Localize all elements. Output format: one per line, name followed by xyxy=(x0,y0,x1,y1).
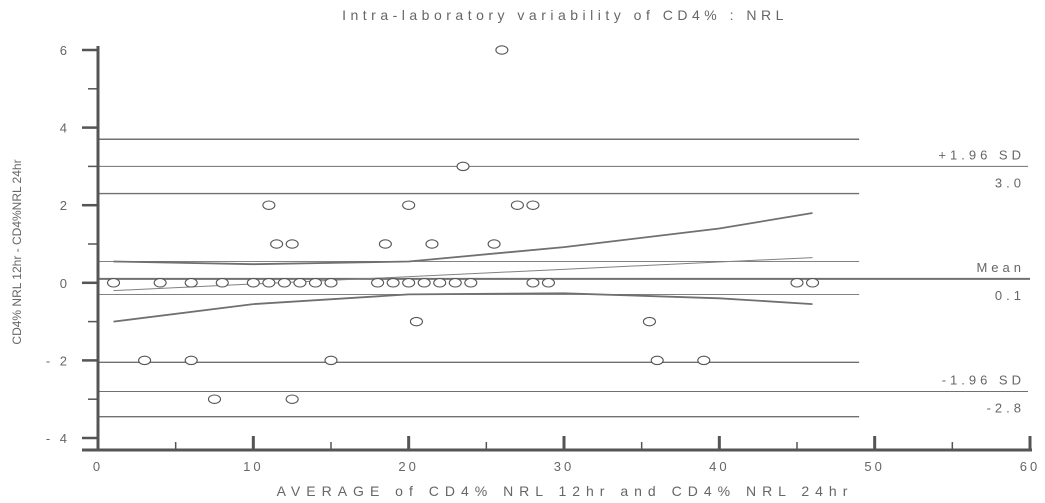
data-point xyxy=(277,278,291,288)
data-point xyxy=(262,278,276,288)
data-point xyxy=(805,278,820,288)
data-point xyxy=(790,278,804,288)
data-point xyxy=(285,239,299,249)
ref-value-2: -2.8 xyxy=(987,400,1025,415)
data-point xyxy=(207,394,222,404)
data-point xyxy=(184,278,198,288)
data-point xyxy=(495,45,509,55)
data-point xyxy=(402,200,416,210)
y-axis-label: CD4% NRL 12hr - CD4%NRL 24hr xyxy=(10,159,24,344)
data-point xyxy=(510,200,524,210)
data-point xyxy=(246,278,260,288)
data-point xyxy=(456,161,470,172)
x-tick-label: 60 xyxy=(1020,459,1040,474)
data-points-layer xyxy=(106,45,820,404)
data-point xyxy=(448,278,462,288)
x-tick-label: 0 xyxy=(93,459,103,474)
y-tick-label: - 4 xyxy=(46,431,70,446)
data-point xyxy=(425,239,439,249)
data-point xyxy=(371,278,385,288)
regression-fit-line xyxy=(113,257,813,292)
data-point xyxy=(324,278,338,288)
data-point xyxy=(402,278,416,288)
ref-value-1: 0.1 xyxy=(995,288,1025,303)
x-tick-label: 30 xyxy=(554,459,574,474)
data-point xyxy=(270,239,284,249)
data-point xyxy=(308,278,323,288)
data-point xyxy=(642,316,656,327)
data-point xyxy=(541,278,556,288)
x-tick-label: 50 xyxy=(864,459,884,474)
data-point xyxy=(487,239,501,249)
data-point xyxy=(138,355,152,366)
data-point xyxy=(153,278,167,288)
data-point xyxy=(417,278,431,288)
data-point xyxy=(293,278,307,288)
y-tick-label: 2 xyxy=(60,198,70,213)
y-tick-label: 0 xyxy=(60,276,70,291)
ref-value-0: 3.0 xyxy=(995,175,1025,190)
ref-label-1: Mean xyxy=(976,260,1025,275)
data-point xyxy=(526,200,540,210)
x-tick-label: 10 xyxy=(243,459,263,474)
data-point xyxy=(262,200,276,210)
ref-label-0: +1.96 SD xyxy=(938,147,1025,162)
data-point xyxy=(285,394,299,404)
y-tick-label: 6 xyxy=(60,43,70,58)
data-point xyxy=(433,278,447,288)
data-point xyxy=(409,316,423,327)
y-tick-label: 4 xyxy=(60,121,70,136)
data-point xyxy=(650,355,664,366)
regression-upper-ci xyxy=(113,212,813,266)
x-tick-label: 40 xyxy=(709,459,729,474)
data-point xyxy=(378,239,392,249)
chart-title: Intra-laboratory variability of CD4% : N… xyxy=(342,7,788,23)
x-axis-label: AVERAGE of CD4% NRL 12hr and CD4% NRL 24… xyxy=(277,483,854,499)
data-point xyxy=(697,355,711,366)
data-point xyxy=(215,278,229,288)
regression-layer xyxy=(113,212,813,323)
data-point xyxy=(464,278,478,288)
regression-lower-ci xyxy=(113,292,813,323)
data-point xyxy=(324,355,338,366)
data-point xyxy=(386,278,400,288)
reference-lines-layer xyxy=(98,138,1030,418)
x-tick-label: 20 xyxy=(398,459,418,474)
y-tick-label: - 2 xyxy=(46,353,70,368)
data-point xyxy=(106,278,121,288)
ref-label-2: -1.96 SD xyxy=(942,372,1025,387)
data-point xyxy=(526,278,540,288)
data-point xyxy=(184,355,198,366)
reference-labels-layer: +1.96 SD 3.0 Mean 0.1 -1.96 SD -2.8 xyxy=(938,147,1025,415)
